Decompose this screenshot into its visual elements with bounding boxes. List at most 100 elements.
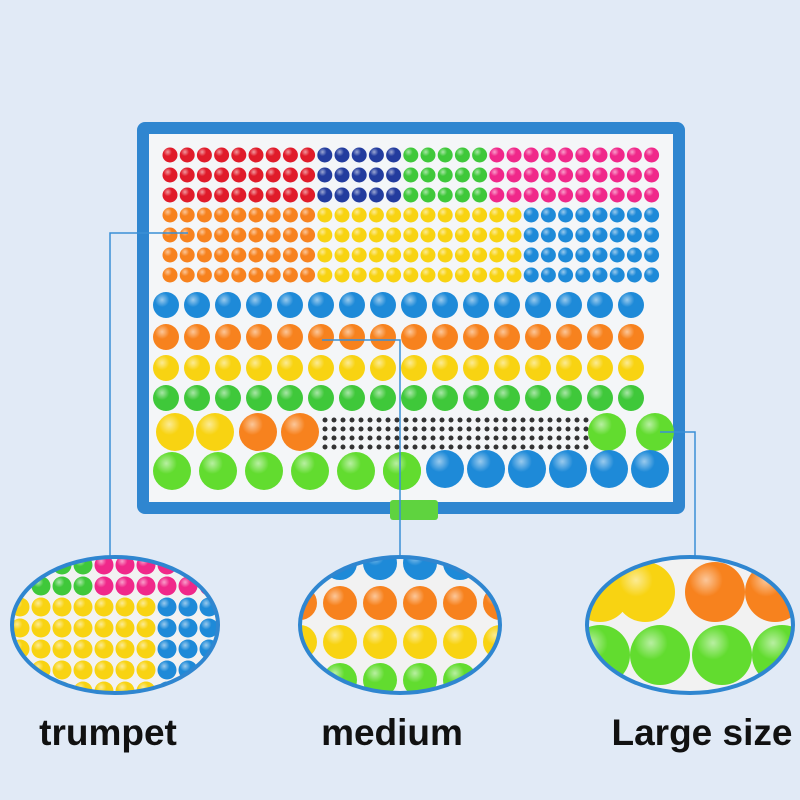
peg [248,267,264,283]
peg [162,207,178,223]
hole [349,417,355,423]
peg [575,207,591,223]
peg [432,324,458,350]
peg [403,167,419,183]
peg [157,660,177,680]
peg [587,324,613,350]
hole [421,417,427,423]
peg [215,292,241,318]
peg [214,227,230,243]
peg [246,324,272,350]
peg [265,147,281,163]
peg [265,207,281,223]
hole [367,417,373,423]
peg [644,247,660,263]
peg [199,618,218,638]
peg [351,187,367,203]
peg [489,167,505,183]
hole [475,417,481,423]
peg [196,413,234,451]
hole [367,426,373,432]
peg [368,267,384,283]
peg [157,597,177,617]
peg [281,413,319,451]
peg [403,267,419,283]
peg [282,187,298,203]
peg [214,167,230,183]
peg [94,660,114,680]
hole [376,435,382,441]
peg [317,227,333,243]
peg [215,385,241,411]
peg [609,147,625,163]
peg [317,207,333,223]
hole [556,426,562,432]
hole [520,417,526,423]
peg [489,207,505,223]
peg [73,597,93,617]
peg [472,247,488,263]
peg [300,207,316,223]
hole [583,417,589,423]
peg [153,355,179,381]
label: trumpet [39,712,177,753]
peg [153,385,179,411]
hole [538,426,544,432]
peg [644,187,660,203]
peg [472,227,488,243]
peg [437,167,453,183]
peg [523,227,539,243]
peg [472,207,488,223]
peg [265,227,281,243]
peg [587,355,613,381]
peg [334,267,350,283]
peg [692,625,752,685]
hole [502,426,508,432]
hole [466,417,472,423]
hole [358,435,364,441]
peg [115,576,135,596]
hole [502,444,508,450]
peg [215,355,241,381]
peg [291,452,329,490]
peg [317,187,333,203]
peg [334,147,350,163]
peg [506,227,522,243]
hole [574,417,580,423]
peg [467,450,505,488]
peg [489,227,505,243]
peg [277,385,303,411]
peg [454,267,470,283]
peg [31,597,51,617]
peg [179,247,195,263]
hole [520,435,526,441]
peg [317,247,333,263]
peg [575,147,591,163]
hole [457,435,463,441]
peg [540,207,556,223]
peg [506,167,522,183]
peg [246,385,272,411]
peg [277,292,303,318]
peg [300,267,316,283]
hole [331,426,337,432]
peg [592,207,608,223]
peg [489,187,505,203]
hole [349,426,355,432]
peg [556,292,582,318]
peg [115,660,135,680]
peg [231,207,247,223]
peg [420,207,436,223]
peg [184,385,210,411]
hole [448,444,454,450]
peg [52,597,72,617]
peg [626,167,642,183]
peg [636,413,674,451]
peg [523,207,539,223]
peg [549,450,587,488]
peg [178,597,198,617]
peg [626,147,642,163]
hole [322,417,328,423]
peg [351,267,367,283]
